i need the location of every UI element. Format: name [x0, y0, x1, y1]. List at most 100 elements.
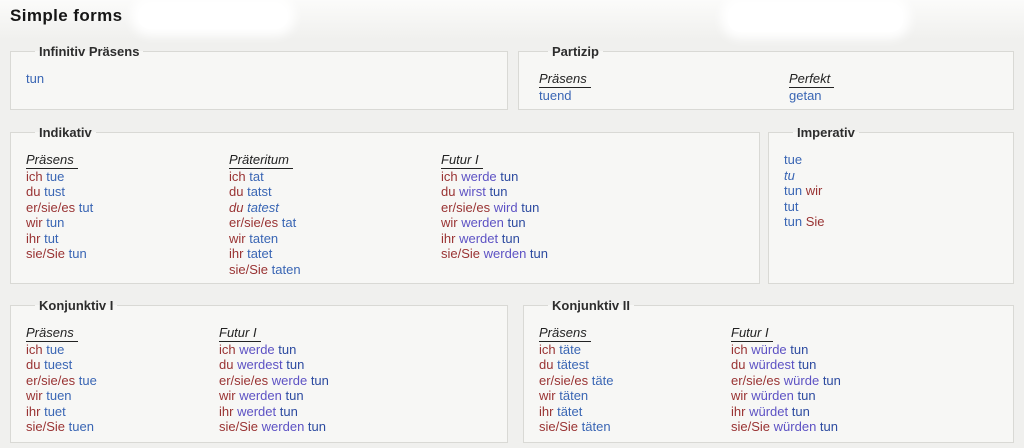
verb-form-link[interactable]: werde: [239, 341, 275, 357]
verb-form-link[interactable]: tun: [529, 246, 548, 261]
verb-form-link[interactable]: tuen: [46, 388, 72, 403]
verb-form-link[interactable]: werdet: [459, 230, 499, 246]
verb-form-link[interactable]: tun: [500, 168, 519, 184]
verb-form-link[interactable]: werden: [483, 246, 527, 261]
conjugation-rows: tue tu tun wir tut tun Sie: [784, 152, 825, 230]
verb-form-link[interactable]: tat: [249, 168, 264, 184]
verb-form-link[interactable]: würden: [751, 388, 794, 403]
pronoun: er/sie/es: [539, 372, 589, 388]
pronoun: du: [229, 184, 244, 199]
conjugation-row: ihr tätet: [539, 404, 731, 420]
verb-form-link[interactable]: werden: [261, 419, 305, 434]
verb-form-link[interactable]: tun: [521, 199, 540, 215]
verb-form-link[interactable]: tue: [46, 341, 65, 357]
verb-form-link[interactable]: tun: [790, 341, 809, 357]
verb-form-link[interactable]: taten: [249, 230, 279, 246]
conjugation-row: wir taten: [229, 231, 441, 247]
section-partizip: Partizip Präsens tuend Perfekt getan: [518, 44, 1014, 110]
verb-form-link[interactable]: tatst: [247, 184, 272, 199]
verb-form-link[interactable]: tätest: [557, 357, 589, 372]
verb-form-link[interactable]: tuet: [44, 403, 66, 419]
verb-form-link[interactable]: würdest: [749, 357, 795, 372]
verb-form-link[interactable]: tun: [489, 184, 508, 199]
verb-form-link[interactable]: tun: [798, 357, 817, 372]
verb-form-link[interactable]: würde: [783, 372, 820, 388]
verb-form-link[interactable]: tue: [46, 168, 65, 184]
verb-form-link[interactable]: tun: [278, 341, 297, 357]
verb-form-link[interactable]: tun: [822, 372, 841, 388]
verb-form-link[interactable]: werdest: [237, 357, 283, 372]
pronoun: du: [229, 199, 244, 215]
section-legend: Konjunktiv I: [39, 298, 114, 313]
column: tun: [26, 71, 44, 87]
verb-form-link[interactable]: tuend: [539, 87, 572, 103]
column-header: Perfekt: [789, 71, 835, 88]
verb-form-link[interactable]: wirst: [459, 184, 486, 199]
verb-form-link[interactable]: getan: [789, 87, 822, 103]
pronoun: wir: [219, 388, 236, 403]
verb-form-link[interactable]: tut: [784, 198, 799, 214]
verb-form-link[interactable]: wird: [493, 199, 518, 215]
verb-form-link[interactable]: tu: [784, 167, 795, 183]
verb-form-link[interactable]: tue: [78, 372, 97, 388]
verb-form-link[interactable]: täten: [581, 419, 611, 434]
conjugation-row: ich werde tun: [219, 342, 329, 358]
verb-form-link[interactable]: tatest: [247, 199, 279, 215]
pronoun: ich: [539, 341, 556, 357]
verb-form-link[interactable]: tun: [791, 403, 810, 419]
verb-form-link[interactable]: täte: [559, 341, 581, 357]
conjugation-row: du wirst tun: [441, 184, 548, 200]
verb-form-link[interactable]: tun: [46, 215, 65, 230]
column-futur1: Futur I ich werde tun du wirst tun er/sie/…: [441, 152, 548, 262]
verb-form-link[interactable]: taten: [271, 261, 301, 277]
verb-form-link[interactable]: tut: [44, 230, 59, 246]
conjugation-row: ich tue: [26, 169, 229, 185]
verb-form-link[interactable]: tun: [286, 357, 305, 372]
verb-form-link[interactable]: werden: [461, 215, 504, 230]
verb-form-link[interactable]: tat: [281, 215, 297, 230]
conjugation-row: er/sie/es würde tun: [731, 373, 841, 389]
verb-form-link[interactable]: tuen: [68, 419, 94, 434]
verb-form-link[interactable]: tun: [797, 388, 816, 403]
conjugation-row: ich würde tun: [731, 342, 841, 358]
columns: tun: [26, 71, 502, 87]
verb-form-link[interactable]: täte: [591, 372, 614, 388]
verb-form-link[interactable]: werde: [461, 168, 497, 184]
verb-form-link[interactable]: tust: [44, 184, 66, 199]
column-futur1: Futur I ich werde tun du werdest tun er/si…: [219, 325, 329, 435]
verb-form-link[interactable]: tun: [819, 419, 838, 434]
verb-form-link[interactable]: tut: [78, 199, 94, 215]
verb-form-link[interactable]: tätet: [557, 403, 583, 419]
verb-form-link[interactable]: tun: [307, 419, 326, 434]
conjugation-row: sie/Sie werden tun: [219, 419, 329, 435]
pronoun: ich: [731, 341, 748, 357]
verb-form-link[interactable]: tun: [507, 215, 526, 230]
verb-form-link[interactable]: werde: [271, 372, 308, 388]
verb-form-link[interactable]: tuest: [44, 357, 73, 372]
verb-form-link[interactable]: würden: [773, 419, 817, 434]
verb-form-link[interactable]: werden: [239, 388, 282, 403]
verb-form-link[interactable]: tun: [784, 183, 803, 198]
conjugation-row: ihr würdet tun: [731, 404, 841, 420]
column-header: Futur I: [219, 325, 261, 342]
verb-form-link[interactable]: täten: [559, 388, 589, 403]
verb-form-link[interactable]: tun: [784, 214, 803, 229]
verb-form-link[interactable]: tun: [26, 71, 45, 86]
verb-form-link[interactable]: würde: [751, 341, 787, 357]
conjugation-row: sie/Sie tuen: [26, 419, 219, 435]
conjugation-row: ihr tut: [26, 231, 229, 247]
column-header: Präsens: [26, 152, 78, 169]
conjugation-row: tut: [784, 199, 825, 215]
verb-form-link[interactable]: würdet: [749, 403, 789, 419]
pronoun: ihr: [731, 403, 746, 419]
verb-form-link[interactable]: tun: [68, 246, 87, 261]
pronoun: er/sie/es: [731, 372, 781, 388]
verb-form-link[interactable]: tun: [501, 230, 520, 246]
verb-form-link[interactable]: tun: [310, 372, 329, 388]
verb-form-link[interactable]: werdet: [237, 403, 277, 419]
verb-form-link[interactable]: tun: [279, 403, 298, 419]
verb-form-link[interactable]: tun: [285, 388, 304, 403]
verb-form-link[interactable]: tue: [784, 152, 803, 167]
conjugation-row: tuend: [539, 88, 789, 104]
verb-form-link[interactable]: tatet: [247, 246, 273, 261]
